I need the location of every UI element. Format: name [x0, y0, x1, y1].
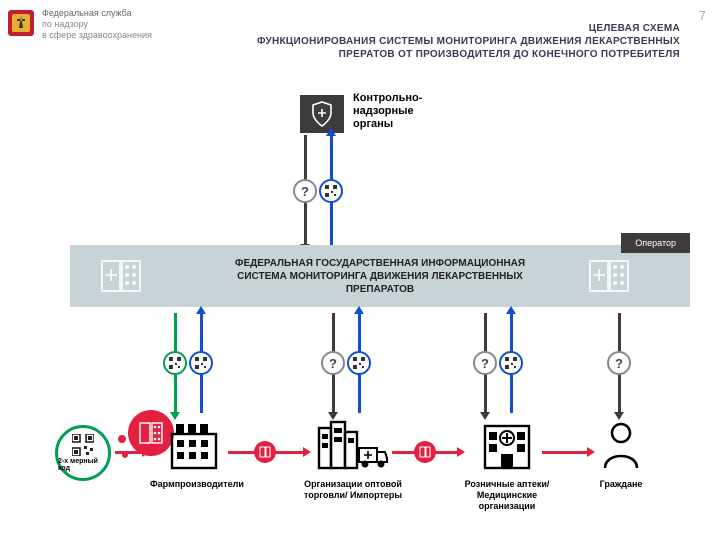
med-pack-icon — [100, 255, 142, 297]
factory-icon — [166, 420, 224, 470]
pharmacy-icon — [479, 420, 535, 470]
fgis-label: ФЕДЕРАЛЬНАЯ ГОСУДАРСТВЕННАЯ ИНФОРМАЦИОНН… — [230, 257, 530, 296]
node-label: Граждане — [586, 479, 656, 490]
arrow-pair-whole: ? — [318, 313, 378, 413]
node-whole: Организации оптовой торговли/ Импортеры — [298, 420, 408, 501]
qr-label: 2-х мерный код — [58, 458, 108, 472]
node-label: Организации оптовой торговли/ Импортеры — [298, 479, 408, 501]
qr-badge-icon — [499, 351, 523, 375]
operator-badge: Оператор — [621, 233, 690, 253]
slide-title: ЦЕЛЕВАЯ СХЕМА ФУНКЦИОНИРОВАНИЯ СИСТЕМЫ М… — [250, 22, 680, 61]
node-citizen: Граждане — [586, 420, 656, 490]
agency-line: Федеральная служба — [42, 8, 152, 19]
qr-icon — [72, 434, 94, 456]
fgis-band: ФЕДЕРАЛЬНАЯ ГОСУДАРСТВЕННАЯ ИНФОРМАЦИОНН… — [70, 245, 690, 307]
qr-badge-icon — [189, 351, 213, 375]
med-pack-icon — [588, 255, 630, 297]
dot-icon — [122, 452, 128, 458]
arrow-pair-citizen: ? — [598, 313, 658, 413]
qr-code-node: 2-х мерный код — [55, 425, 111, 481]
node-manuf: Фармпроизводители — [150, 420, 240, 490]
page-number: 7 — [699, 8, 706, 23]
mini-med-icon — [414, 441, 436, 463]
agency-name: Федеральная служба по надзору в сфере зд… — [42, 8, 152, 40]
arrow-pair-manuf — [160, 313, 220, 413]
question-badge: ? — [473, 351, 497, 375]
agency-line: в сфере здравоохранения — [42, 30, 152, 41]
dot-icon — [118, 435, 126, 443]
qr-badge-icon — [347, 351, 371, 375]
qr-badge-icon — [319, 179, 343, 203]
oversight-label: Контрольно-надзорные органы — [353, 92, 453, 132]
node-label: Фармпроизводители — [150, 479, 240, 490]
agency-logo-icon — [6, 8, 36, 38]
oversight-icon — [300, 95, 344, 133]
question-badge: ? — [321, 351, 345, 375]
node-retail: Розничные аптеки/ Медицинские организаци… — [452, 420, 562, 511]
agency-line: по надзору — [42, 19, 152, 30]
diagram-stage: Контрольно-надзорные органы ? ФЕДЕРАЛЬНА… — [0, 75, 720, 540]
arrow-pair-retail: ? — [470, 313, 530, 413]
question-badge: ? — [293, 179, 317, 203]
mini-med-icon — [254, 441, 276, 463]
person-icon — [599, 420, 643, 470]
qr-badge-icon — [163, 351, 187, 375]
question-badge: ? — [607, 351, 631, 375]
warehouse-truck-icon — [317, 420, 389, 470]
node-label: Розничные аптеки/ Медицинские организаци… — [452, 479, 562, 511]
arrow-pair-top: ? — [290, 135, 350, 245]
